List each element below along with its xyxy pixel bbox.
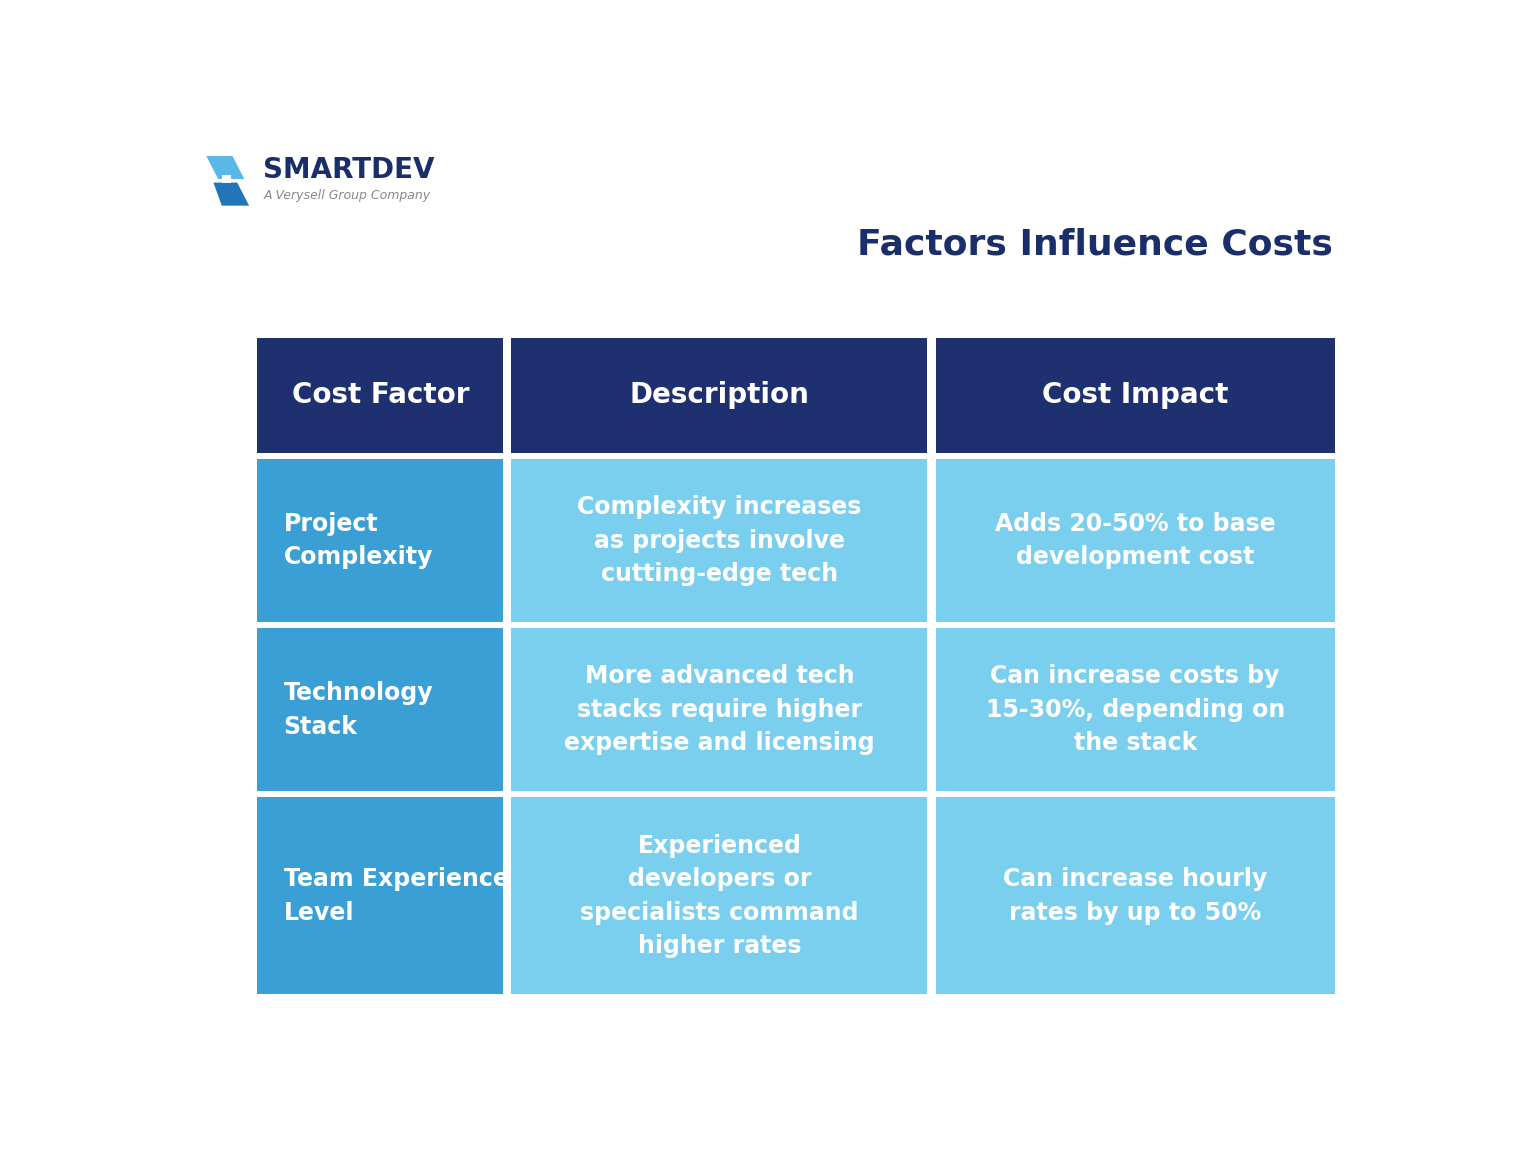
Text: Can increase hourly
rates by up to 50%: Can increase hourly rates by up to 50% <box>1003 867 1267 925</box>
Bar <box>935 797 1335 994</box>
Bar <box>258 628 504 791</box>
Bar <box>511 460 928 622</box>
Text: Complexity increases
as projects involve
cutting-edge tech: Complexity increases as projects involve… <box>578 495 862 586</box>
Bar <box>258 460 504 622</box>
Text: Can increase costs by
15-30%, depending on
the stack: Can increase costs by 15-30%, depending … <box>986 665 1284 756</box>
Text: Cost Impact: Cost Impact <box>1041 381 1229 409</box>
Text: Description: Description <box>630 381 809 409</box>
Text: Technology
Stack: Technology Stack <box>284 681 433 738</box>
Bar <box>258 797 504 994</box>
Bar <box>511 338 928 453</box>
Polygon shape <box>221 175 232 183</box>
Bar <box>258 338 504 453</box>
Text: Adds 20-50% to base
development cost: Adds 20-50% to base development cost <box>995 511 1275 569</box>
Bar <box>935 460 1335 622</box>
Text: Experienced
developers or
specialists command
higher rates: Experienced developers or specialists co… <box>581 834 859 958</box>
Bar <box>935 628 1335 791</box>
Text: Team Experience
Level: Team Experience Level <box>284 867 508 925</box>
Polygon shape <box>214 183 249 206</box>
Bar <box>511 797 928 994</box>
Bar <box>511 628 928 791</box>
Bar <box>935 338 1335 453</box>
Text: A Verysell Group Company: A Verysell Group Company <box>264 189 430 202</box>
Text: Project
Complexity: Project Complexity <box>284 511 433 569</box>
Text: Factors Influence Costs: Factors Influence Costs <box>857 228 1332 262</box>
Text: SMARTDEV: SMARTDEV <box>264 157 435 184</box>
Text: More advanced tech
stacks require higher
expertise and licensing: More advanced tech stacks require higher… <box>564 665 874 756</box>
Text: Cost Factor: Cost Factor <box>292 381 468 409</box>
Polygon shape <box>206 156 244 179</box>
